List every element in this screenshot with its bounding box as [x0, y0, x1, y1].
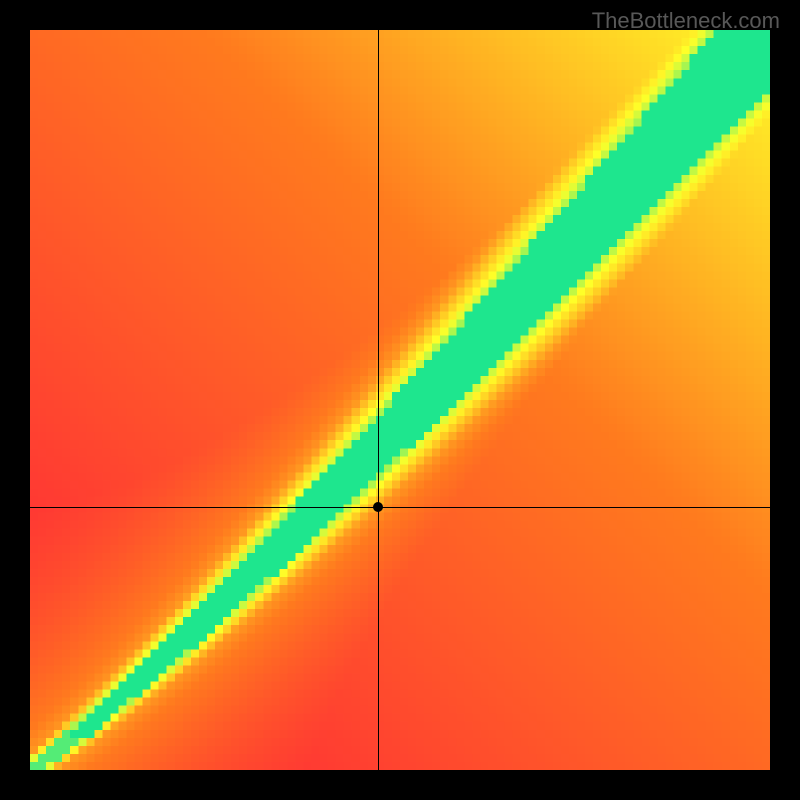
crosshair-marker [373, 502, 383, 512]
heatmap-canvas [30, 30, 770, 770]
watermark-text: TheBottleneck.com [592, 8, 780, 34]
crosshair-vertical [378, 30, 379, 770]
bottleneck-heatmap [30, 30, 770, 770]
crosshair-horizontal [30, 507, 770, 508]
